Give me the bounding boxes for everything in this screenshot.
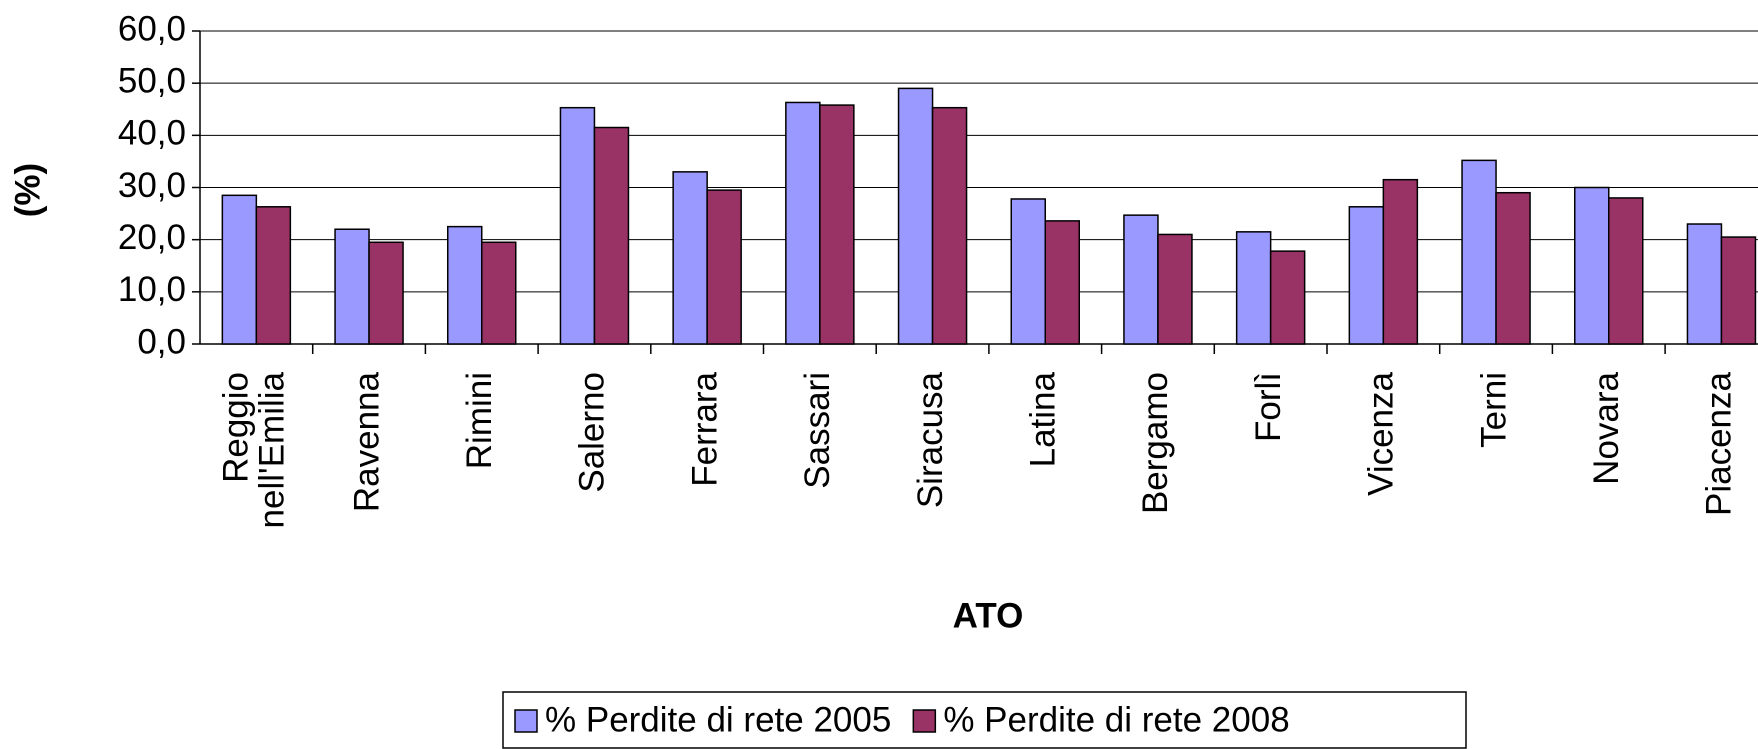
bar xyxy=(1574,186,1610,345)
bar xyxy=(897,87,934,345)
x-tick-label: Ferrara xyxy=(685,371,724,486)
x-tick-label: Siracusa xyxy=(911,371,950,508)
legend-swatch xyxy=(514,709,538,733)
bar xyxy=(1157,233,1193,345)
y-tick-label: 0,0 xyxy=(137,322,186,361)
bar xyxy=(706,189,742,345)
bar xyxy=(1608,197,1644,345)
bar xyxy=(1269,250,1306,345)
bar xyxy=(559,106,596,345)
bar xyxy=(1686,223,1723,345)
x-tick-label: Sassari xyxy=(798,372,837,489)
y-tick-label: 20,0 xyxy=(118,218,186,257)
bar xyxy=(1348,206,1385,345)
x-tick-label: Forlì xyxy=(1249,372,1288,442)
x-axis-label: ATO xyxy=(953,596,1024,635)
legend-label: % Perdite di rete 2008 xyxy=(943,700,1289,739)
y-tick-label: 40,0 xyxy=(118,114,186,153)
bar xyxy=(1235,231,1272,345)
x-tick-label: Piacenza xyxy=(1700,371,1739,516)
x-tick-label: Terni xyxy=(1474,372,1513,448)
legend-swatch xyxy=(912,709,937,733)
bar xyxy=(593,126,630,345)
bar xyxy=(1382,178,1419,345)
bar xyxy=(255,206,292,345)
bar xyxy=(1123,214,1159,345)
y-tick-label: 50,0 xyxy=(118,61,186,100)
bar xyxy=(931,106,968,345)
y-axis-label: (%) xyxy=(8,163,47,217)
legend-box xyxy=(502,691,1467,749)
legend-label: % Perdite di rete 2005 xyxy=(545,700,891,739)
y-tick-label: 30,0 xyxy=(118,166,186,205)
x-tick-label: Bergamo xyxy=(1136,372,1175,514)
bar xyxy=(672,171,708,345)
x-tick-label: Vicenza xyxy=(1362,371,1401,495)
x-tick-label: Salerno xyxy=(573,372,612,493)
bar xyxy=(1495,191,1531,345)
bar xyxy=(819,104,855,345)
x-tick-label: Reggionell'Emilia xyxy=(217,371,292,528)
bar xyxy=(785,101,821,345)
bar xyxy=(1720,236,1757,345)
x-tick-label: Novara xyxy=(1587,371,1626,484)
x-tick-label: Latina xyxy=(1024,371,1063,467)
x-tick-label: Rimini xyxy=(460,372,499,469)
y-tick-label: 10,0 xyxy=(118,270,186,309)
bar xyxy=(447,225,483,345)
y-tick-label: 60,0 xyxy=(118,9,186,48)
bar xyxy=(221,194,258,345)
bar xyxy=(334,228,370,345)
bar xyxy=(368,241,404,345)
bar xyxy=(481,241,517,345)
x-tick-label: Ravenna xyxy=(347,371,386,512)
bar xyxy=(1044,220,1080,345)
bar xyxy=(1461,159,1497,345)
bar xyxy=(1010,198,1046,345)
